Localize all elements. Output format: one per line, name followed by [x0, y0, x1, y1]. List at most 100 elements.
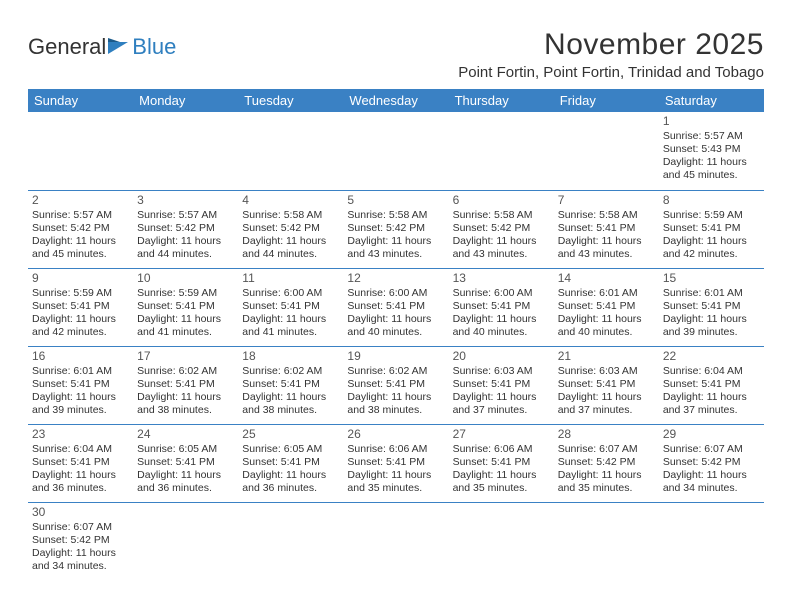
- day-number: 3: [137, 193, 234, 208]
- sunrise-line: Sunrise: 6:02 AM: [347, 365, 444, 378]
- daylight-line: Daylight: 11 hours and 39 minutes.: [663, 313, 760, 339]
- calendar-cell-empty: [238, 112, 343, 190]
- calendar-cell: 26Sunrise: 6:06 AMSunset: 5:41 PMDayligh…: [343, 424, 448, 502]
- sunrise-line: Sunrise: 6:05 AM: [137, 443, 234, 456]
- sunset-line: Sunset: 5:41 PM: [242, 300, 339, 313]
- sunrise-line: Sunrise: 6:03 AM: [558, 365, 655, 378]
- sunset-line: Sunset: 5:41 PM: [242, 456, 339, 469]
- sunrise-line: Sunrise: 5:58 AM: [347, 209, 444, 222]
- daylight-line: Daylight: 11 hours and 44 minutes.: [137, 235, 234, 261]
- daylight-line: Daylight: 11 hours and 34 minutes.: [663, 469, 760, 495]
- calendar-cell-empty: [659, 502, 764, 580]
- sunset-line: Sunset: 5:41 PM: [242, 378, 339, 391]
- day-number: 18: [242, 349, 339, 364]
- daylight-line: Daylight: 11 hours and 39 minutes.: [32, 391, 129, 417]
- sunset-line: Sunset: 5:41 PM: [32, 300, 129, 313]
- calendar-cell: 13Sunrise: 6:00 AMSunset: 5:41 PMDayligh…: [449, 268, 554, 346]
- sunset-line: Sunset: 5:41 PM: [347, 300, 444, 313]
- calendar-cell: 10Sunrise: 5:59 AMSunset: 5:41 PMDayligh…: [133, 268, 238, 346]
- sunrise-line: Sunrise: 5:59 AM: [137, 287, 234, 300]
- sunrise-line: Sunrise: 6:01 AM: [663, 287, 760, 300]
- sunset-line: Sunset: 5:42 PM: [453, 222, 550, 235]
- day-number: 6: [453, 193, 550, 208]
- day-number: 21: [558, 349, 655, 364]
- day-number: 11: [242, 271, 339, 286]
- sunset-line: Sunset: 5:41 PM: [663, 300, 760, 313]
- daylight-line: Daylight: 11 hours and 42 minutes.: [32, 313, 129, 339]
- day-number: 13: [453, 271, 550, 286]
- daylight-line: Daylight: 11 hours and 37 minutes.: [453, 391, 550, 417]
- day-number: 9: [32, 271, 129, 286]
- daylight-line: Daylight: 11 hours and 35 minutes.: [558, 469, 655, 495]
- calendar-cell: 30Sunrise: 6:07 AMSunset: 5:42 PMDayligh…: [28, 502, 133, 580]
- weekday-header: Monday: [133, 89, 238, 112]
- sunset-line: Sunset: 5:41 PM: [137, 378, 234, 391]
- day-number: 28: [558, 427, 655, 442]
- daylight-line: Daylight: 11 hours and 45 minutes.: [663, 156, 760, 182]
- calendar-cell: 20Sunrise: 6:03 AMSunset: 5:41 PMDayligh…: [449, 346, 554, 424]
- day-number: 17: [137, 349, 234, 364]
- sunrise-line: Sunrise: 6:00 AM: [242, 287, 339, 300]
- location: Point Fortin, Point Fortin, Trinidad and…: [458, 64, 764, 81]
- calendar-cell: 8Sunrise: 5:59 AMSunset: 5:41 PMDaylight…: [659, 190, 764, 268]
- calendar-table: SundayMondayTuesdayWednesdayThursdayFrid…: [28, 89, 764, 580]
- sunset-line: Sunset: 5:41 PM: [558, 378, 655, 391]
- calendar-row: 1Sunrise: 5:57 AMSunset: 5:43 PMDaylight…: [28, 112, 764, 190]
- sunrise-line: Sunrise: 6:06 AM: [347, 443, 444, 456]
- calendar-cell: 2Sunrise: 5:57 AMSunset: 5:42 PMDaylight…: [28, 190, 133, 268]
- sunset-line: Sunset: 5:42 PM: [242, 222, 339, 235]
- calendar-row: 9Sunrise: 5:59 AMSunset: 5:41 PMDaylight…: [28, 268, 764, 346]
- day-number: 20: [453, 349, 550, 364]
- sunset-line: Sunset: 5:41 PM: [32, 378, 129, 391]
- sunrise-line: Sunrise: 6:07 AM: [558, 443, 655, 456]
- day-number: 27: [453, 427, 550, 442]
- calendar-cell-empty: [449, 502, 554, 580]
- sunset-line: Sunset: 5:41 PM: [558, 300, 655, 313]
- weekday-header: Friday: [554, 89, 659, 112]
- sunrise-line: Sunrise: 6:01 AM: [558, 287, 655, 300]
- sunset-line: Sunset: 5:42 PM: [558, 456, 655, 469]
- day-number: 7: [558, 193, 655, 208]
- header: GeneralBlue November 2025 Point Fortin, …: [28, 28, 764, 81]
- daylight-line: Daylight: 11 hours and 35 minutes.: [453, 469, 550, 495]
- sunset-line: Sunset: 5:41 PM: [663, 222, 760, 235]
- calendar-cell: 12Sunrise: 6:00 AMSunset: 5:41 PMDayligh…: [343, 268, 448, 346]
- day-number: 30: [32, 505, 129, 520]
- sunrise-line: Sunrise: 6:00 AM: [453, 287, 550, 300]
- day-number: 29: [663, 427, 760, 442]
- calendar-cell: 9Sunrise: 5:59 AMSunset: 5:41 PMDaylight…: [28, 268, 133, 346]
- sunrise-line: Sunrise: 5:57 AM: [137, 209, 234, 222]
- calendar-cell-empty: [449, 112, 554, 190]
- calendar-cell-empty: [133, 112, 238, 190]
- weekday-header: Wednesday: [343, 89, 448, 112]
- day-number: 25: [242, 427, 339, 442]
- day-number: 19: [347, 349, 444, 364]
- title-block: November 2025 Point Fortin, Point Fortin…: [458, 28, 764, 81]
- daylight-line: Daylight: 11 hours and 41 minutes.: [137, 313, 234, 339]
- day-number: 1: [663, 114, 760, 129]
- calendar-row: 30Sunrise: 6:07 AMSunset: 5:42 PMDayligh…: [28, 502, 764, 580]
- sunset-line: Sunset: 5:42 PM: [32, 222, 129, 235]
- calendar-cell: 21Sunrise: 6:03 AMSunset: 5:41 PMDayligh…: [554, 346, 659, 424]
- month-title: November 2025: [458, 28, 764, 62]
- calendar-cell: 3Sunrise: 5:57 AMSunset: 5:42 PMDaylight…: [133, 190, 238, 268]
- logo: GeneralBlue: [28, 28, 176, 60]
- sunrise-line: Sunrise: 5:57 AM: [663, 130, 760, 143]
- sunset-line: Sunset: 5:41 PM: [453, 300, 550, 313]
- day-number: 8: [663, 193, 760, 208]
- calendar-cell: 29Sunrise: 6:07 AMSunset: 5:42 PMDayligh…: [659, 424, 764, 502]
- sunset-line: Sunset: 5:41 PM: [347, 456, 444, 469]
- daylight-line: Daylight: 11 hours and 37 minutes.: [558, 391, 655, 417]
- sunrise-line: Sunrise: 6:01 AM: [32, 365, 129, 378]
- sunrise-line: Sunrise: 6:06 AM: [453, 443, 550, 456]
- sunrise-line: Sunrise: 5:58 AM: [558, 209, 655, 222]
- calendar-cell-empty: [238, 502, 343, 580]
- daylight-line: Daylight: 11 hours and 37 minutes.: [663, 391, 760, 417]
- calendar-cell: 6Sunrise: 5:58 AMSunset: 5:42 PMDaylight…: [449, 190, 554, 268]
- daylight-line: Daylight: 11 hours and 43 minutes.: [347, 235, 444, 261]
- calendar-cell: 27Sunrise: 6:06 AMSunset: 5:41 PMDayligh…: [449, 424, 554, 502]
- daylight-line: Daylight: 11 hours and 38 minutes.: [347, 391, 444, 417]
- day-number: 14: [558, 271, 655, 286]
- sunrise-line: Sunrise: 6:07 AM: [663, 443, 760, 456]
- calendar-cell: 14Sunrise: 6:01 AMSunset: 5:41 PMDayligh…: [554, 268, 659, 346]
